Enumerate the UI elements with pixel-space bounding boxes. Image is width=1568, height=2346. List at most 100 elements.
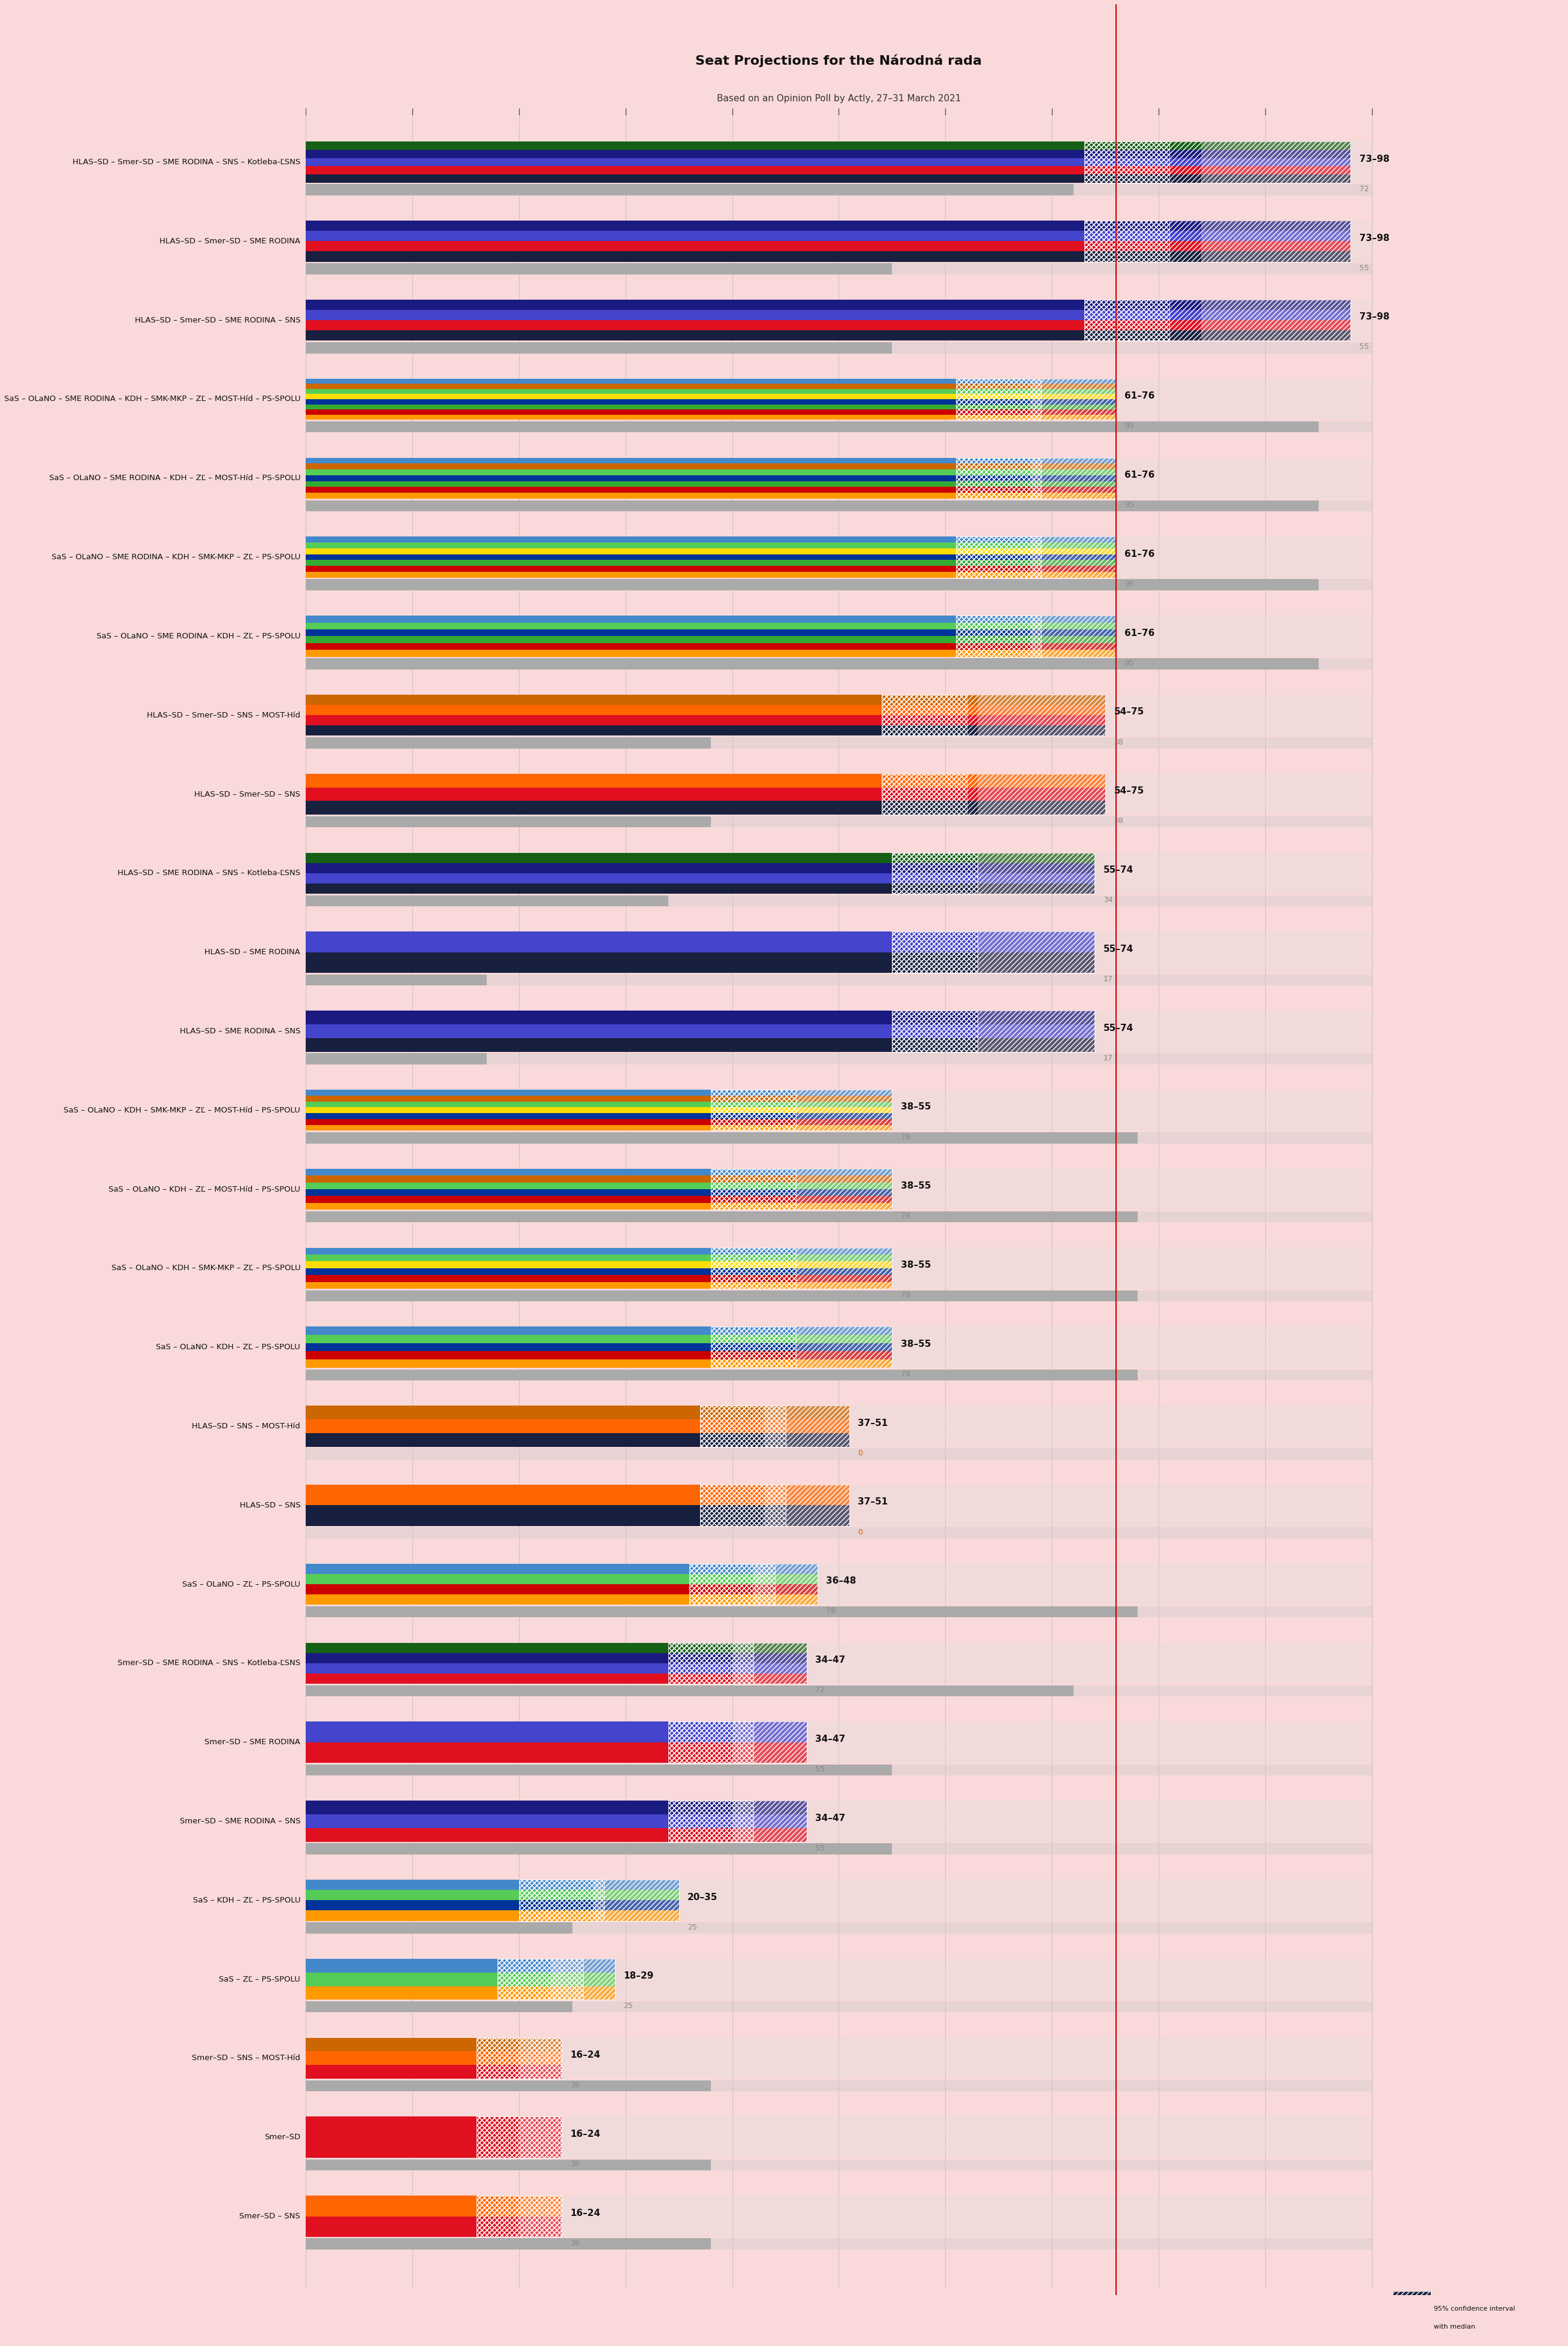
Bar bbox=[306, 2116, 1372, 2158]
Bar bbox=[306, 1802, 732, 1813]
Bar bbox=[710, 1089, 797, 1131]
Bar bbox=[306, 1607, 1372, 1616]
Bar bbox=[690, 1565, 775, 1605]
Text: HLAS–SD – Smer–SD – SME RODINA – SNS: HLAS–SD – Smer–SD – SME RODINA – SNS bbox=[135, 317, 301, 324]
Text: Seat Projections for the Národná rada: Seat Projections for the Národná rada bbox=[696, 54, 982, 68]
Text: 34–47: 34–47 bbox=[815, 1813, 845, 1823]
Bar bbox=[306, 389, 1030, 394]
Bar bbox=[710, 1182, 892, 1189]
Bar bbox=[306, 896, 668, 906]
Bar bbox=[306, 1203, 797, 1211]
Bar bbox=[956, 629, 1116, 636]
Bar bbox=[956, 378, 1116, 385]
Bar bbox=[892, 852, 1094, 894]
Bar bbox=[306, 1370, 1137, 1379]
Bar bbox=[306, 863, 977, 873]
Bar bbox=[956, 537, 1116, 577]
Bar bbox=[306, 2217, 519, 2236]
Bar bbox=[306, 1565, 754, 1574]
Bar bbox=[306, 1722, 732, 1743]
Bar bbox=[306, 725, 977, 737]
Text: 38: 38 bbox=[571, 2081, 580, 2088]
Bar bbox=[306, 1053, 488, 1065]
Bar bbox=[690, 1565, 817, 1574]
Bar bbox=[701, 1405, 850, 1419]
Text: 73–98: 73–98 bbox=[1359, 155, 1389, 164]
Bar bbox=[306, 1485, 1372, 1525]
Text: 16–24: 16–24 bbox=[571, 2208, 601, 2217]
Bar bbox=[306, 488, 1030, 493]
Bar bbox=[306, 1405, 764, 1419]
Bar bbox=[668, 1743, 808, 1762]
Bar bbox=[892, 1011, 1094, 1025]
Text: 61–76: 61–76 bbox=[1124, 629, 1154, 638]
Bar bbox=[306, 1196, 797, 1203]
Bar bbox=[306, 141, 1201, 150]
Bar bbox=[1083, 167, 1350, 174]
Bar bbox=[956, 394, 1116, 399]
Bar bbox=[519, 1879, 679, 1891]
Bar bbox=[1394, 2292, 1430, 2327]
Bar bbox=[306, 2001, 1372, 2013]
Bar bbox=[306, 343, 892, 354]
Bar bbox=[306, 469, 1030, 476]
Bar bbox=[519, 1891, 679, 1900]
Bar bbox=[306, 931, 1372, 974]
Text: 36–48: 36–48 bbox=[826, 1577, 856, 1586]
Bar bbox=[306, 1722, 1372, 1762]
Bar bbox=[306, 2081, 710, 2090]
Bar bbox=[710, 1248, 892, 1288]
Bar bbox=[519, 1879, 679, 1921]
Bar bbox=[306, 1112, 797, 1119]
Text: 61–76: 61–76 bbox=[1124, 392, 1154, 401]
Bar bbox=[1083, 300, 1170, 340]
Bar bbox=[668, 1663, 808, 1673]
Bar bbox=[306, 1248, 797, 1255]
Bar bbox=[306, 2001, 572, 2013]
Bar bbox=[519, 1900, 679, 1910]
Bar bbox=[710, 1089, 892, 1096]
Text: 25: 25 bbox=[624, 2001, 633, 2011]
Bar bbox=[701, 1506, 850, 1525]
Bar bbox=[306, 561, 1030, 565]
Bar bbox=[306, 1089, 1372, 1131]
Bar bbox=[881, 800, 1105, 814]
Bar bbox=[306, 1654, 732, 1663]
Bar bbox=[306, 1133, 1372, 1143]
Bar bbox=[881, 788, 1105, 800]
Bar bbox=[892, 952, 1094, 974]
Bar bbox=[1083, 300, 1350, 340]
Text: 78: 78 bbox=[826, 1607, 836, 1614]
Bar bbox=[1083, 331, 1350, 340]
Bar bbox=[306, 1370, 1372, 1379]
Bar bbox=[306, 1764, 1372, 1776]
Bar bbox=[306, 1802, 1372, 1842]
Bar bbox=[306, 1663, 732, 1673]
Bar bbox=[306, 1921, 572, 1933]
Bar bbox=[701, 1485, 850, 1525]
Bar bbox=[710, 1361, 892, 1368]
Text: 73–98: 73–98 bbox=[1359, 235, 1389, 242]
Bar bbox=[306, 1133, 1137, 1143]
Bar bbox=[306, 1673, 732, 1684]
Bar bbox=[956, 615, 1116, 622]
Bar bbox=[306, 1089, 797, 1096]
Text: 61–76: 61–76 bbox=[1124, 549, 1154, 558]
Text: SaS – OLaNO – KDH – ZĽ – PS-SPOLU: SaS – OLaNO – KDH – ZĽ – PS-SPOLU bbox=[157, 1344, 301, 1351]
Bar bbox=[892, 1037, 1094, 1051]
Bar bbox=[892, 931, 1094, 952]
Bar bbox=[881, 694, 1105, 704]
Text: 16–24: 16–24 bbox=[571, 2050, 601, 2060]
Bar bbox=[710, 1335, 892, 1344]
Bar bbox=[519, 1879, 604, 1921]
Bar bbox=[306, 2196, 519, 2217]
Bar bbox=[690, 1574, 817, 1584]
Bar bbox=[956, 415, 1116, 420]
Bar bbox=[306, 1743, 732, 1762]
Text: 72: 72 bbox=[1359, 185, 1369, 192]
Text: 0: 0 bbox=[858, 1527, 862, 1537]
Bar bbox=[306, 896, 1372, 906]
Bar bbox=[477, 2196, 561, 2236]
Bar bbox=[956, 537, 1041, 577]
Text: 34–47: 34–47 bbox=[815, 1734, 845, 1743]
